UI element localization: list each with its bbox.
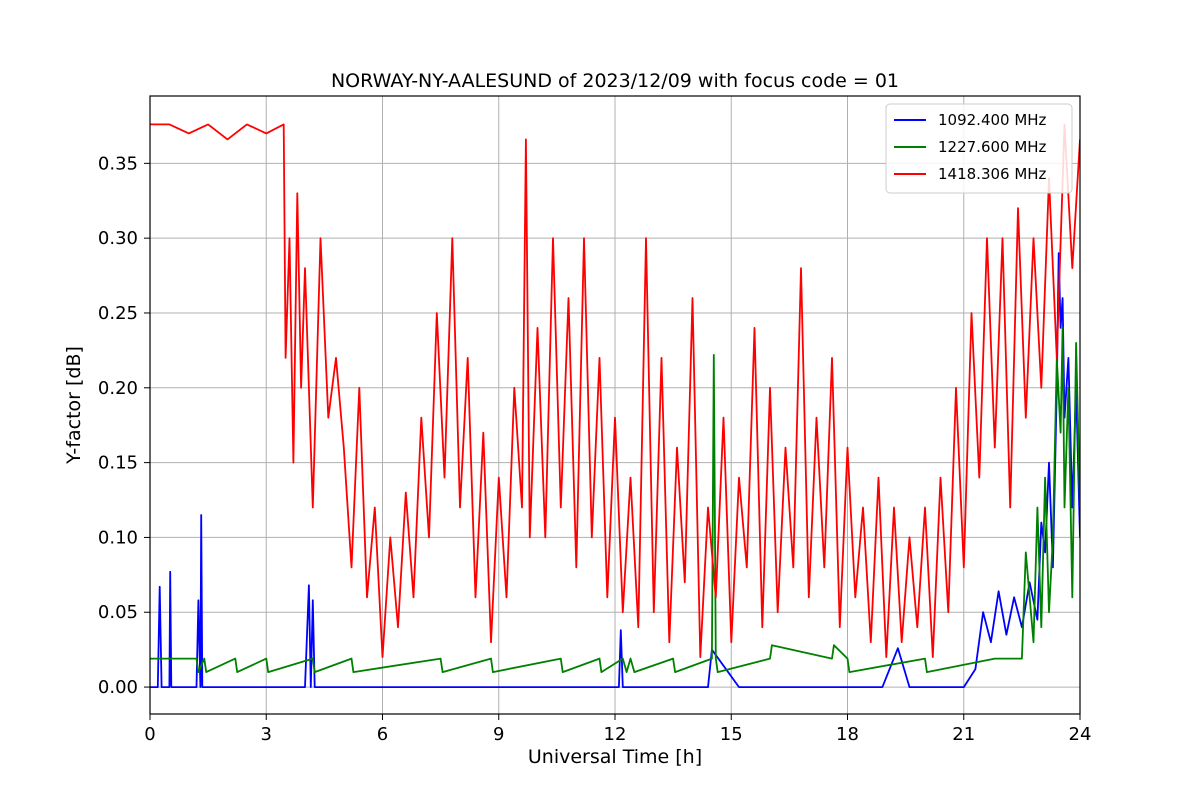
chart-title: NORWAY-NY-AALESUND of 2023/12/09 with fo… xyxy=(331,70,899,92)
y-tick-label: 0.25 xyxy=(98,303,138,324)
legend-label: 1227.600 MHz xyxy=(938,138,1047,156)
grid-layer xyxy=(149,96,1081,714)
y-ticks: 0.00 0.05 0.10 0.15 0.20 0.25 0.30 0.35 xyxy=(98,153,150,698)
x-tick-label: 21 xyxy=(952,724,975,745)
y-tick-label: 0.30 xyxy=(98,228,138,249)
x-tick-label: 0 xyxy=(144,724,155,745)
x-tick-label: 15 xyxy=(720,724,743,745)
y-tick-label: 0.20 xyxy=(98,378,138,399)
y-tick-label: 0.15 xyxy=(98,453,138,474)
x-tick-label: 6 xyxy=(377,724,388,745)
x-tick-label: 3 xyxy=(261,724,272,745)
x-tick-label: 9 xyxy=(493,724,504,745)
x-axis-label: Universal Time [h] xyxy=(528,746,702,768)
y-tick-label: 0.35 xyxy=(98,153,138,174)
legend-label: 1092.400 MHz xyxy=(938,111,1047,129)
legend: 1092.400 MHz 1227.600 MHz 1418.306 MHz xyxy=(885,103,1073,194)
x-tick-label: 12 xyxy=(604,724,627,745)
series-line-1 xyxy=(150,252,1080,688)
y-axis-label: Y-factor [dB] xyxy=(63,346,85,465)
series-line-2 xyxy=(150,326,1080,673)
y-tick-label: 0.00 xyxy=(98,677,138,698)
legend-box xyxy=(885,103,1073,194)
y-tick-label: 0.10 xyxy=(98,527,138,548)
series-line-3 xyxy=(150,123,1080,658)
series-layer xyxy=(150,123,1080,688)
legend-label: 1418.306 MHz xyxy=(938,165,1047,183)
x-tick-label: 18 xyxy=(836,724,859,745)
x-tick-label: 24 xyxy=(1069,724,1092,745)
y-tick-label: 0.05 xyxy=(98,602,138,623)
x-ticks: 0 3 6 9 12 15 18 21 24 xyxy=(144,714,1091,745)
